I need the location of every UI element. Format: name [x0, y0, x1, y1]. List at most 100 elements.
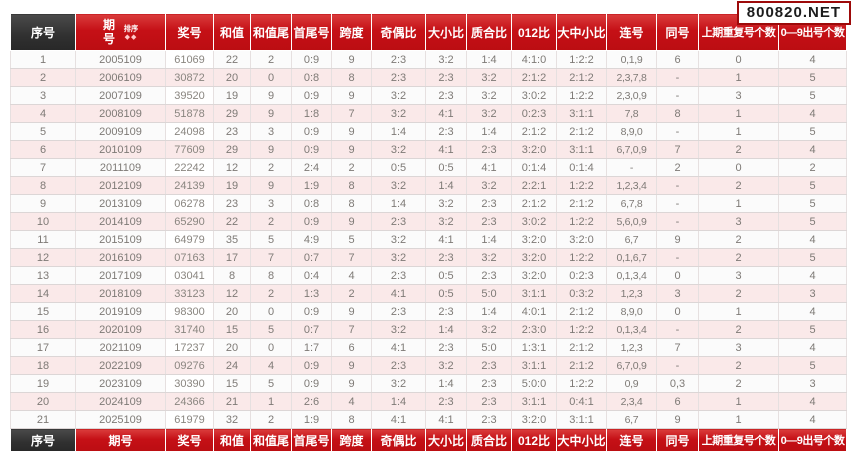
cell-lianhao: 8,9,0 [606, 122, 657, 141]
col-header-jioubi: 奇偶比 [371, 13, 426, 51]
cell-hezhiwei: 0 [250, 68, 292, 87]
cell-jioubi: 4:1 [371, 284, 426, 303]
cell-jianghao: 03041 [165, 266, 214, 285]
cell-xuhao: 17 [10, 338, 76, 357]
cell-bi012: 2:1:2 [511, 68, 557, 87]
cell-jianghao: 61069 [165, 50, 214, 69]
col-header-zhihebi: 质合比 [466, 13, 512, 51]
cell-chuhaogeshu: 4 [778, 140, 847, 159]
cell-jioubi: 4:1 [371, 410, 426, 429]
cell-shangqichongfu: 1 [698, 194, 779, 213]
cell-jianghao: 65290 [165, 212, 214, 231]
footer-col-header-zhihebi: 质合比 [466, 428, 512, 452]
cell-hezhi: 24 [213, 356, 251, 375]
cell-hezhi: 21 [213, 392, 251, 411]
cell-hezhiwei: 2 [250, 212, 292, 231]
cell-lianhao: 0,1,9 [606, 50, 657, 69]
cell-shouweihao: 0:9 [291, 50, 332, 69]
cell-chuhaogeshu: 4 [778, 302, 847, 321]
cell-chuhaogeshu: 4 [778, 230, 847, 249]
footer-col-header-hezhiwei: 和值尾 [250, 428, 292, 452]
cell-kuadu: 7 [331, 320, 372, 339]
cell-qihao: 2025109 [75, 410, 166, 429]
table-row: 19 2023109 30390 15 5 0:9 9 3:2 1:4 2:3 5:0:0 1:2:2… [10, 374, 847, 393]
cell-jioubi: 3:2 [371, 104, 426, 123]
sort-label: 排序 [123, 24, 139, 33]
cell-chuhaogeshu: 5 [778, 86, 847, 105]
cell-dazhongxiaobi: 0:1:4 [556, 158, 607, 177]
cell-jioubi: 3:2 [371, 374, 426, 393]
cell-zhihebi: 2:3 [466, 140, 512, 159]
cell-dazhongxiaobi: 3:1:1 [556, 104, 607, 123]
cell-bi012: 3:2:0 [511, 266, 557, 285]
cell-hezhi: 20 [213, 302, 251, 321]
cell-qihao: 2018109 [75, 284, 166, 303]
cell-xuhao: 16 [10, 320, 76, 339]
cell-daxiaobi: 2:3 [425, 68, 467, 87]
cell-hezhiwei: 9 [250, 104, 292, 123]
cell-bi012: 4:0:1 [511, 302, 557, 321]
cell-xuhao: 19 [10, 374, 76, 393]
cell-hezhi: 29 [213, 104, 251, 123]
cell-shouweihao: 0:9 [291, 356, 332, 375]
cell-lianhao: 1,2,3,4 [606, 176, 657, 195]
cell-qihao: 2015109 [75, 230, 166, 249]
table-body: 1 2005109 61069 22 2 0:9 9 2:3 3:2 1:4 4:1:0 1:2:2 0… [10, 50, 847, 429]
cell-kuadu: 8 [331, 68, 372, 87]
cell-jioubi: 2:3 [371, 266, 426, 285]
cell-lianhao: 0,1,6,7 [606, 248, 657, 267]
cell-shouweihao: 1:3 [291, 284, 332, 303]
cell-lianhao: 0,1,3,4 [606, 266, 657, 285]
col-header-qihao[interactable]: 期号 排序 ◆◆ [75, 13, 166, 51]
cell-zhihebi: 5:0 [466, 284, 512, 303]
cell-bi012: 0:1:4 [511, 158, 557, 177]
table-row: 13 2017109 03041 8 8 0:4 4 2:3 0:5 2:3 3:2:0 0:2:3 0… [10, 266, 847, 285]
cell-tonghao: 0,3 [656, 374, 699, 393]
cell-bi012: 2:3:0 [511, 320, 557, 339]
cell-zhihebi: 2:3 [466, 410, 512, 429]
cell-hezhi: 17 [213, 248, 251, 267]
cell-zhihebi: 2:3 [466, 374, 512, 393]
table-row: 12 2016109 07163 17 7 0:7 7 3:2 2:3 3:2 3:2:0 1:2:2… [10, 248, 847, 267]
cell-tonghao: - [656, 356, 699, 375]
cell-shangqichongfu: 2 [698, 320, 779, 339]
cell-jianghao: 64979 [165, 230, 214, 249]
cell-shangqichongfu: 2 [698, 284, 779, 303]
col-header-jianghao: 奖号 [165, 13, 214, 51]
cell-shangqichongfu: 2 [698, 356, 779, 375]
table-row: 8 2012109 24139 19 9 1:9 8 3:2 1:4 3:2 2:2:1 1:2:2 1… [10, 176, 847, 195]
cell-tonghao: - [656, 320, 699, 339]
cell-shangqichongfu: 2 [698, 140, 779, 159]
cell-shangqichongfu: 1 [698, 122, 779, 141]
cell-kuadu: 4 [331, 266, 372, 285]
cell-jioubi: 3:2 [371, 230, 426, 249]
cell-tonghao: - [656, 212, 699, 231]
cell-hezhi: 19 [213, 86, 251, 105]
cell-zhihebi: 5:0 [466, 338, 512, 357]
cell-xuhao: 15 [10, 302, 76, 321]
period-header-content: 期号 排序 ◆◆ [102, 17, 139, 47]
cell-kuadu: 9 [331, 86, 372, 105]
cell-jioubi: 0:5 [371, 158, 426, 177]
cell-tonghao: 6 [656, 50, 699, 69]
cell-hezhiwei: 9 [250, 86, 292, 105]
cell-chuhaogeshu: 4 [778, 338, 847, 357]
cell-dazhongxiaobi: 1:2:2 [556, 212, 607, 231]
cell-hezhi: 23 [213, 122, 251, 141]
footer-col-header-shouweihao: 首尾号 [291, 428, 332, 452]
sort-control[interactable]: 排序 ◆◆ [123, 24, 139, 40]
cell-jianghao: 98300 [165, 302, 214, 321]
cell-xuhao: 11 [10, 230, 76, 249]
cell-jianghao: 51878 [165, 104, 214, 123]
col-header-label: 期号 [102, 17, 115, 46]
cell-jioubi: 1:4 [371, 392, 426, 411]
cell-jioubi: 3:2 [371, 320, 426, 339]
cell-dazhongxiaobi: 2:1:2 [556, 122, 607, 141]
cell-chuhaogeshu: 2 [778, 158, 847, 177]
col-header-lianhao: 连号 [606, 13, 657, 51]
cell-jioubi: 3:2 [371, 248, 426, 267]
cell-jianghao: 61979 [165, 410, 214, 429]
cell-dazhongxiaobi: 2:1:2 [556, 356, 607, 375]
cell-xuhao: 18 [10, 356, 76, 375]
cell-qihao: 2021109 [75, 338, 166, 357]
